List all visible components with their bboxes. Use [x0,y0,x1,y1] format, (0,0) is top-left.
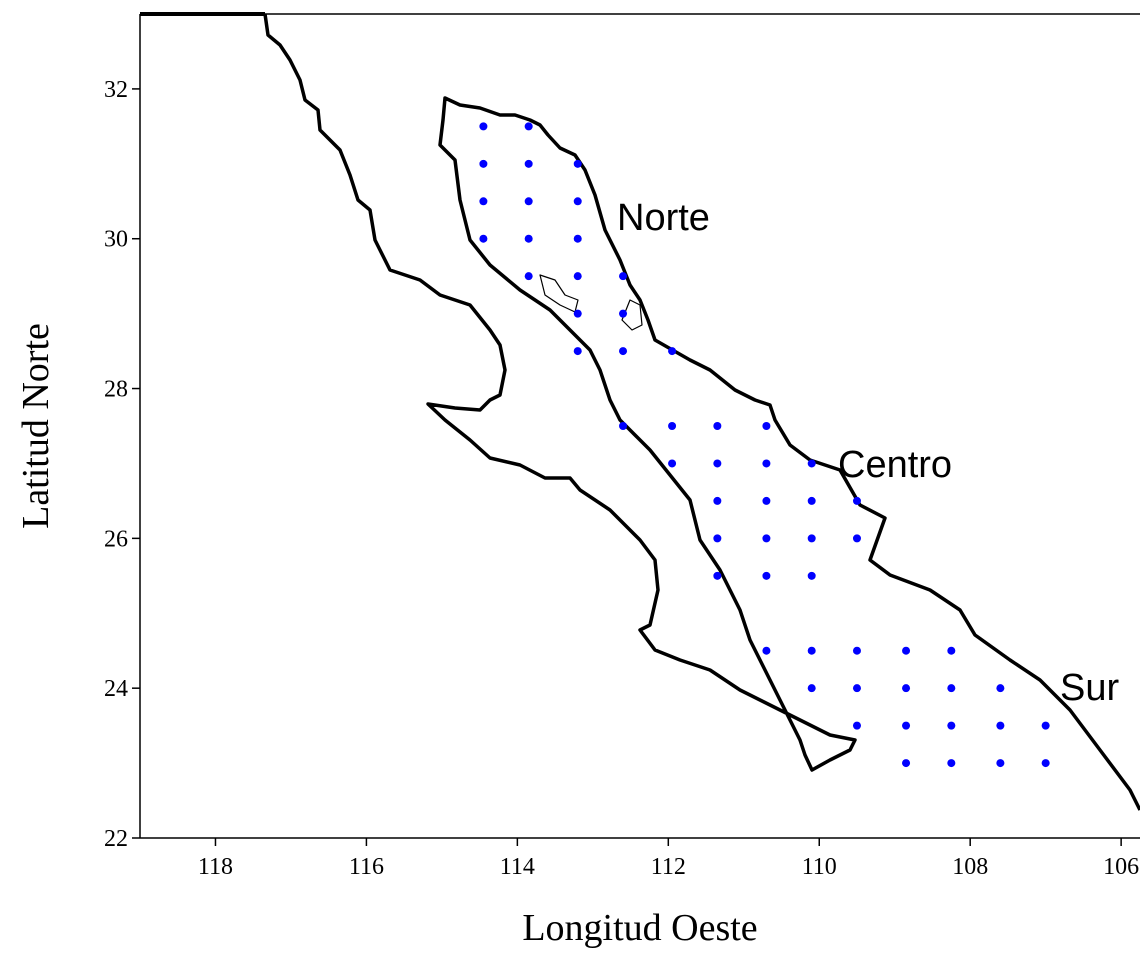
station [762,534,771,543]
station [479,159,488,168]
station [479,197,488,206]
station [807,571,816,580]
station [902,721,911,730]
station [573,159,582,168]
station [947,721,956,730]
region-label: Norte [617,197,710,239]
station [713,459,722,468]
station [573,272,582,281]
station [524,234,533,243]
station [524,122,533,131]
station [573,234,582,243]
station [619,309,628,318]
station [807,534,816,543]
station [713,496,722,505]
station [573,347,582,356]
station [947,759,956,768]
station [524,159,533,168]
station [762,571,771,580]
station [762,496,771,505]
coastline [263,13,1140,811]
station [852,646,861,655]
station [807,646,816,655]
station [762,646,771,655]
x-tick-label: 106 [1103,854,1139,880]
station [619,272,628,281]
station [947,646,956,655]
y-tick-label: 24 [104,676,128,702]
station [1041,721,1050,730]
x-axis-title: Longitud Oeste [522,907,757,949]
region-label: Sur [1060,667,1119,709]
x-tick-label: 118 [198,854,233,880]
station [852,684,861,693]
y-tick-label: 28 [104,377,128,403]
station [524,197,533,206]
station [762,422,771,430]
station [1041,759,1050,768]
x-tick-label: 112 [651,854,686,880]
station [713,422,722,430]
station [996,759,1005,768]
y-tick-label: 30 [104,227,128,253]
station [852,534,861,543]
x-tick-label: 116 [349,854,384,880]
station [902,646,911,655]
region-label: Centro [838,444,952,486]
station [713,571,722,580]
y-tick-label: 32 [104,77,128,103]
y-tick-label: 22 [104,826,128,852]
station [807,684,816,693]
station [479,122,488,131]
station [619,347,628,356]
station [668,422,677,430]
station [947,684,956,693]
island [539,274,579,313]
station [524,272,533,281]
station [807,459,816,468]
station [668,347,677,356]
station [996,721,1005,730]
station [713,534,722,543]
station [762,459,771,468]
station [573,197,582,206]
x-tick-label: 108 [952,854,988,880]
station [619,422,628,430]
x-tick-label: 114 [500,854,535,880]
station [573,309,582,318]
station [479,234,488,243]
x-tick-label: 110 [802,854,837,880]
station [902,684,911,693]
y-axis-title: Latitud Norte [15,323,57,529]
station [668,459,677,468]
station [902,759,911,768]
station [996,684,1005,693]
y-tick-label: 26 [104,526,128,552]
station [852,721,861,730]
station [852,496,861,505]
station [807,496,816,505]
coast [263,13,1140,811]
